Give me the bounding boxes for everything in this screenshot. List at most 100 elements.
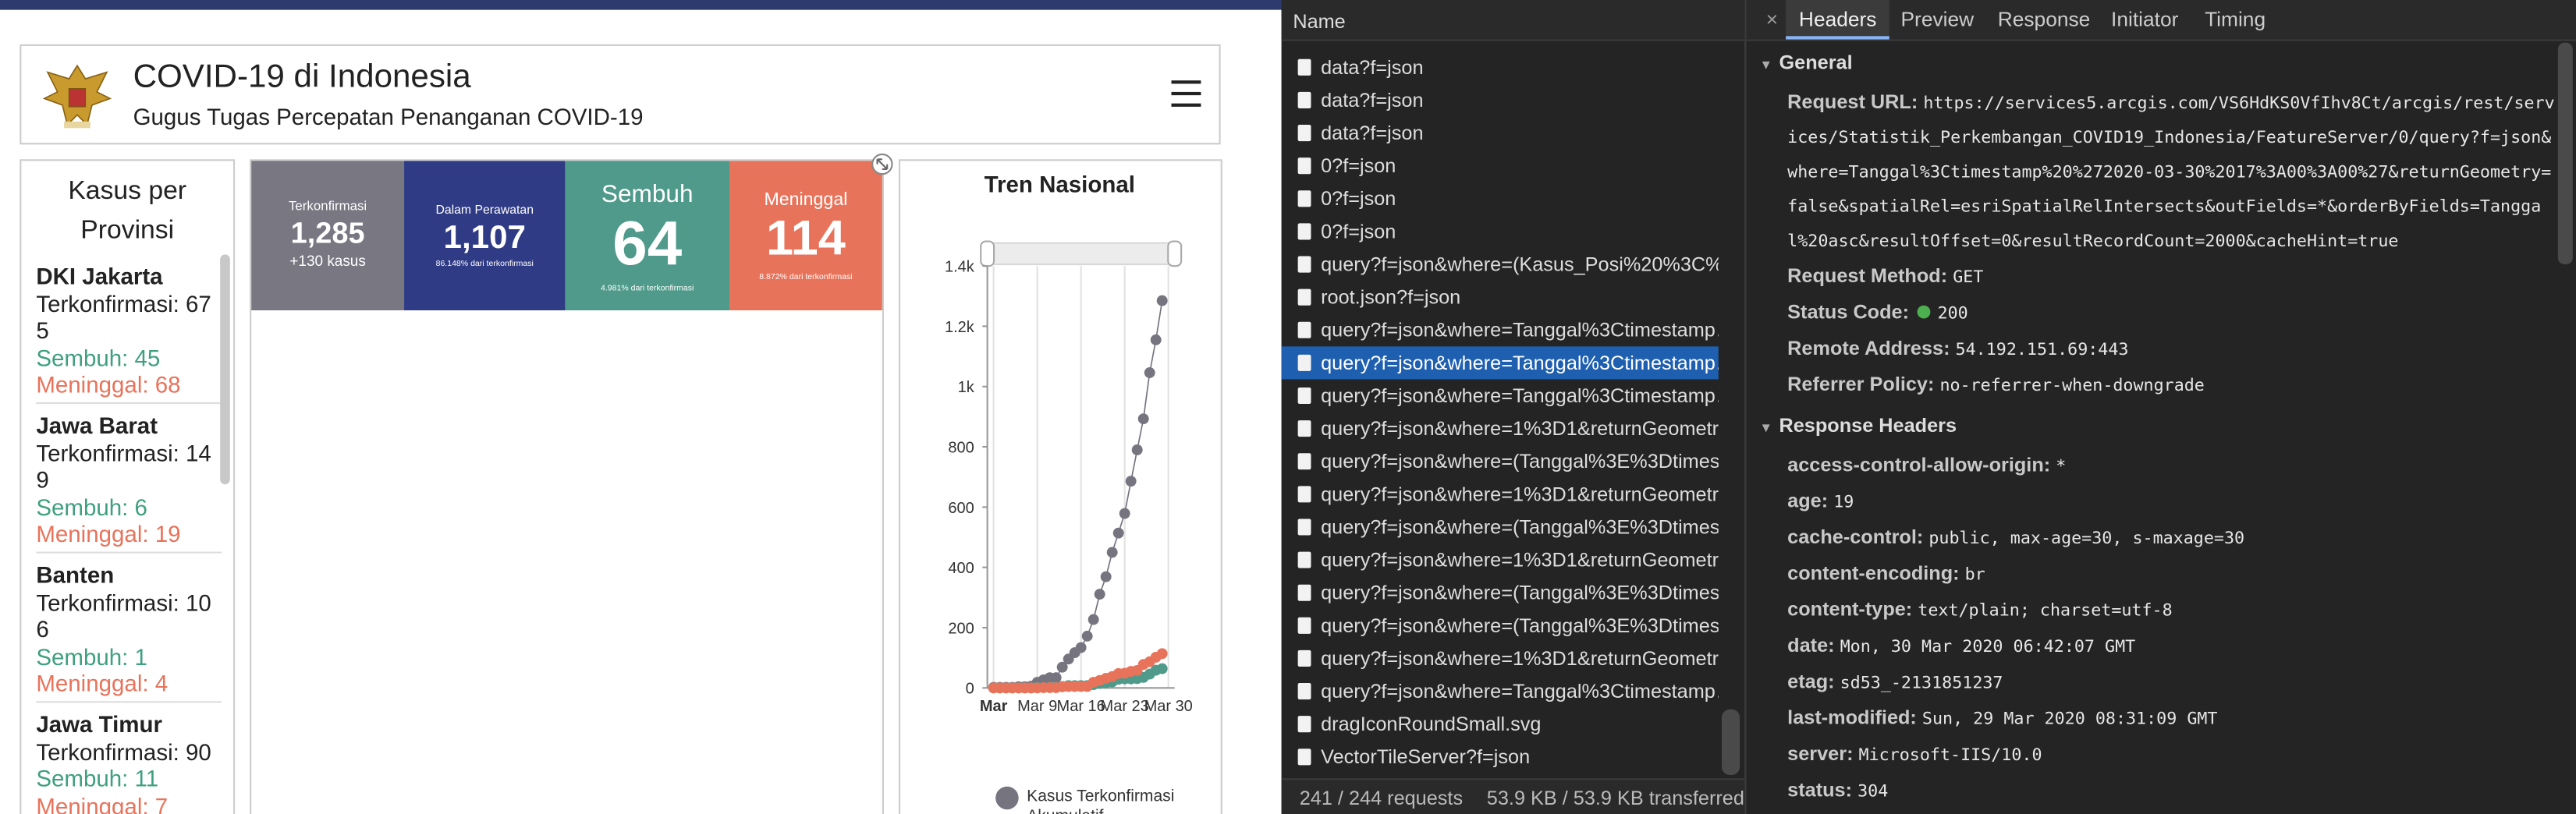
- request-row[interactable]: 0?f=json: [1282, 215, 1719, 248]
- details-panel: × Headers Preview Response Initiator Timing …: [1744, 0, 2576, 814]
- recovered: Sembuh: 6: [36, 493, 147, 520]
- tab[interactable]: Headers: [1786, 0, 1890, 40]
- request-row[interactable]: query?f=json&where=Tanggal%3Ctimestamp…: [1282, 313, 1719, 346]
- file-icon: [1297, 716, 1311, 733]
- request-row[interactable]: query?f=json&where=1%3D1&returnGeometry…: [1282, 478, 1719, 511]
- province-item: Jawa Timur Terkonfirmasi: 90 Sembuh: 11 Men…: [36, 711, 222, 814]
- expand-button[interactable]: [871, 153, 893, 175]
- header-key: Request URL:: [1787, 90, 1918, 114]
- request-name: query?f=json&where=Tanggal%3Ctimestamp…: [1321, 384, 1719, 408]
- request-row[interactable]: dragIconRoundSmall.svg: [1282, 708, 1719, 741]
- range-slider: [986, 242, 1176, 266]
- scrollbar[interactable]: [1721, 709, 1740, 775]
- file-icon: [1297, 58, 1311, 76]
- menu-button[interactable]: [1169, 79, 1202, 108]
- confirmed: Terkonfirmasi: 149: [36, 439, 211, 493]
- header-row: etag: sd53_-2131851237: [1787, 665, 2556, 699]
- header-row: content-encoding: br: [1787, 557, 2556, 591]
- dashboard-title: COVID-19 di Indonesia: [133, 58, 471, 96]
- file-icon: [1297, 321, 1311, 338]
- x-tick-label: Mar: [980, 698, 1008, 715]
- request-row[interactable]: data?f=json: [1282, 117, 1719, 150]
- request-row[interactable]: query?f=json&where=(Tanggal%3E%3Dtimest…: [1282, 609, 1719, 642]
- request-row[interactable]: query?f=json&where=(Tanggal%3E%3Dtimest…: [1282, 576, 1719, 609]
- request-row[interactable]: VectorTileServer?f=json: [1282, 741, 1719, 773]
- header-row: status: 304: [1787, 773, 2556, 808]
- y-tick-label: 800: [948, 439, 974, 456]
- request-name: query?f=json&where=(Tanggal%3E%3Dtimest…: [1321, 614, 1719, 638]
- request-name: data?f=json: [1321, 55, 1424, 80]
- file-icon: [1297, 749, 1311, 766]
- tile-label: Dalam Perawatan: [435, 202, 534, 217]
- request-row[interactable]: 0?f=json: [1282, 150, 1719, 182]
- request-name: 0?f=json: [1321, 220, 1396, 243]
- header-row: content-type: text/plain; charset=utf-8: [1787, 593, 2556, 627]
- header-key: Remote Address:: [1787, 336, 1950, 360]
- tile-note: 4.981% dari terkonfirmasi: [600, 284, 694, 294]
- status-dot: [1918, 305, 1932, 319]
- network-footer: 241 / 244 requests 53.9 KB / 53.9 KB tra…: [1281, 778, 1745, 814]
- close-button[interactable]: ×: [1765, 8, 1779, 32]
- request-row[interactable]: query?f=json&where=Tanggal%3Ctimestamp…: [1281, 346, 1719, 380]
- header-row: date: Mon, 30 Mar 2020 06:42:07 GMT: [1787, 629, 2556, 664]
- header-key: status:: [1787, 778, 1853, 802]
- x-tick-label: Mar 16: [1057, 698, 1105, 715]
- file-icon: [1297, 125, 1311, 142]
- request-row[interactable]: 0?f=json: [1282, 182, 1719, 215]
- header-row: Remote Address: 54.192.151.69:443: [1787, 331, 2556, 366]
- header-key: Status Code:: [1787, 300, 1910, 324]
- request-name: query?f=json&where=1%3D1&returnGeometry…: [1321, 416, 1719, 441]
- file-icon: [1297, 453, 1311, 470]
- header-row: Referrer Policy: no-referrer-when-downgr…: [1787, 368, 2556, 402]
- request-count: 241 / 244 requests: [1299, 786, 1464, 810]
- request-row[interactable]: query?f=json&where=1%3D1&returnGeometry…: [1282, 543, 1719, 576]
- file-icon: [1297, 584, 1311, 601]
- data-point: [1156, 663, 1168, 674]
- tab[interactable]: Response: [1997, 8, 2091, 32]
- header-key: content-type:: [1787, 597, 1913, 621]
- request-row[interactable]: query?f=json&where=1%3D1&returnGeometry…: [1282, 412, 1719, 445]
- tile-value: 64: [612, 210, 683, 279]
- request-row[interactable]: data?f=json: [1282, 51, 1719, 83]
- tab-bar: × Headers Preview Response Initiator Timing: [1746, 0, 2576, 41]
- tab[interactable]: Preview: [1900, 8, 1975, 32]
- section-title: General: [1779, 51, 1853, 74]
- section-header[interactable]: ▼ Response Headers: [1759, 414, 1957, 437]
- series-line: [993, 300, 1163, 688]
- data-point: [1094, 589, 1105, 600]
- deaths: Meninggal: 19: [36, 520, 181, 547]
- data-point: [1137, 413, 1149, 425]
- request-row[interactable]: data?f=json: [1282, 83, 1719, 116]
- request-row[interactable]: query?f=json&where=(Kasus_Posi%20%3C%3…: [1282, 248, 1719, 281]
- scrollbar[interactable]: [220, 254, 230, 485]
- scrollbar[interactable]: [2557, 42, 2573, 265]
- request-row[interactable]: query?f=json&where=1%3D1&returnGeometry…: [1282, 642, 1719, 674]
- data-point: [1131, 444, 1143, 455]
- request-row[interactable]: query?f=json&where=(Tanggal%3E%3Dtimest…: [1282, 445, 1719, 478]
- data-point: [1112, 527, 1124, 539]
- dashboard-header: COVID-19 di Indonesia Gugus Tugas Percep…: [20, 44, 1221, 145]
- y-tick-label: 1.2k: [945, 319, 975, 336]
- province-item: Banten Terkonfirmasi: 106 Sembuh: 1 Meningg…: [36, 561, 222, 703]
- file-icon: [1297, 683, 1311, 700]
- slider-handle: [980, 240, 995, 267]
- request-row[interactable]: query?f=json&where=Tanggal%3Ctimestamp…: [1282, 379, 1719, 412]
- request-row[interactable]: query?f=json&where=Tanggal%3Ctimestamp…: [1282, 675, 1719, 708]
- recovered: Sembuh: 11: [36, 765, 159, 792]
- request-name: query?f=json&where=(Tanggal%3E%3Dtimest…: [1321, 515, 1719, 539]
- chart-title: Tren Nasional: [985, 172, 1135, 197]
- request-row[interactable]: query?f=json&where=(Tanggal%3E%3Dtimest…: [1282, 511, 1719, 543]
- request-row[interactable]: root.json?f=json: [1282, 281, 1719, 313]
- stat-tile: Meninggal 114 8.872% dari terkonfirmasi: [729, 161, 882, 311]
- legend-label: Kasus Terkonfirmasi Akumulatif: [1027, 787, 1175, 814]
- recovered: Sembuh: 1: [36, 642, 147, 670]
- stat-tile: Dalam Perawatan 1,107 86.148% dari terkonf…: [404, 161, 566, 311]
- data-point: [1075, 642, 1087, 653]
- x-tick-label: Mar 9: [1017, 698, 1057, 715]
- province-name: Banten: [36, 561, 115, 588]
- y-tick-label: 600: [948, 500, 974, 517]
- section-header[interactable]: ▼ General: [1759, 51, 1852, 73]
- province-title: Kasus per Provinsi: [68, 177, 187, 245]
- tab[interactable]: Timing: [2205, 8, 2266, 32]
- tab[interactable]: Initiator: [2111, 8, 2179, 32]
